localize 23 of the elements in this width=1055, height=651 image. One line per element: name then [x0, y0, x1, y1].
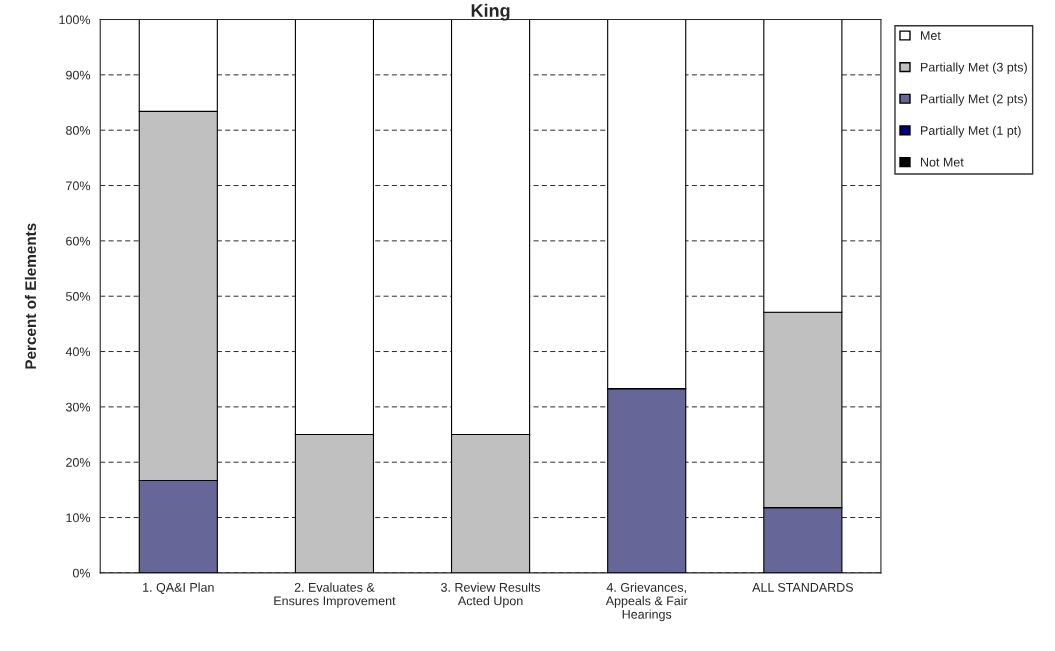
y-tick-label: 80% [66, 126, 91, 135]
x-tick-label: 2. Evaluates & Ensures Improvement [274, 582, 396, 608]
y-tick-label: 70% [66, 181, 91, 191]
legend-label: Partially Met (2 pts) [921, 94, 1027, 106]
y-tick-label: 40% [65, 347, 91, 357]
y-tick-label: 90% [66, 70, 91, 80]
y-tick-label: 20% [66, 458, 91, 467]
legend-label: Not Met [921, 157, 964, 167]
legend-label: Partially Met (1 pt) [921, 125, 1021, 138]
x-tick-label: ALL STANDARDS [752, 582, 853, 592]
chart-title: King [471, 3, 510, 21]
y-tick-label: 50% [65, 292, 91, 301]
legend-label: Partially Met (3 pts) [921, 62, 1027, 75]
y-tick-label: 30% [65, 402, 91, 412]
y-tick-label: 10% [66, 513, 91, 523]
y-tick-label: 60% [66, 236, 91, 246]
y-tick-label: 0% [72, 568, 91, 578]
y-axis-title: Percent of Elements [24, 223, 37, 369]
x-tick-label: 4. Grievances, Appeals & Fair Hearings [605, 582, 688, 622]
x-tick-label: 3. Review Results Acted Upon [441, 582, 541, 608]
y-tick-label: 100% [59, 15, 91, 25]
x-tick-label: 1. QA&I Plan [143, 582, 214, 595]
legend-label: Met [921, 31, 941, 40]
